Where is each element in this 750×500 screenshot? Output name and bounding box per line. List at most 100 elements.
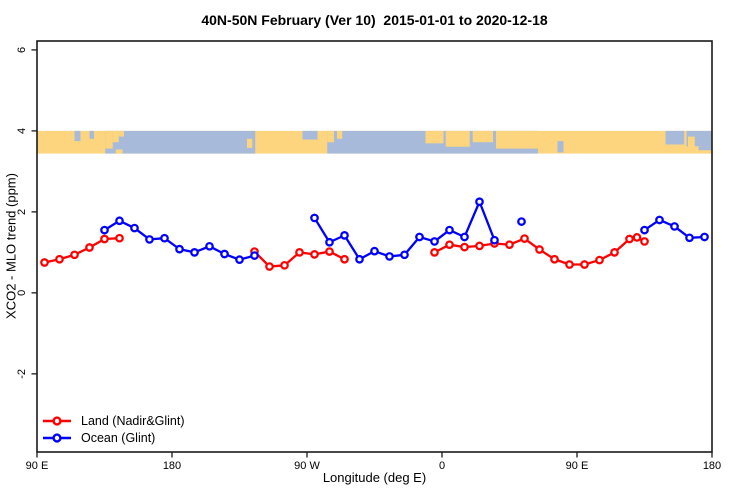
x-tick-label: 0 bbox=[439, 460, 445, 472]
land-series-point bbox=[115, 233, 124, 243]
y-tick-label: 4 bbox=[16, 128, 28, 134]
legend-label-land: Land (Nadir&Glint) bbox=[81, 413, 185, 428]
ocean-series-point bbox=[100, 225, 109, 235]
plot-border bbox=[36, 40, 713, 453]
ocean-isolated-point bbox=[517, 217, 526, 226]
ocean-series-point bbox=[190, 248, 199, 257]
map-band-segment-land bbox=[472, 130, 493, 143]
y-tick-label: 2 bbox=[16, 209, 28, 215]
ocean-series-point bbox=[325, 237, 334, 247]
map-band-segment-land bbox=[247, 138, 253, 148]
legend: Land (Nadir&Glint) Ocean (Glint) bbox=[42, 412, 185, 446]
legend-item-ocean: Ocean (Glint) bbox=[42, 429, 185, 446]
map-band-segment-ocean bbox=[557, 141, 564, 153]
map-band-segment-land bbox=[327, 130, 334, 143]
ocean-series-point bbox=[670, 222, 679, 231]
y-tick-label: -2 bbox=[16, 369, 28, 379]
land-series-point bbox=[632, 233, 642, 242]
y-axis-label: XCO2 - MLO trend (ppm) bbox=[3, 173, 19, 319]
ocean-series-point bbox=[460, 232, 469, 242]
ocean-series-point bbox=[160, 233, 169, 243]
land-series-point bbox=[445, 240, 454, 250]
y-tick-label: 0 bbox=[16, 290, 28, 296]
land-series-swatch-icon bbox=[43, 415, 71, 426]
map-band-segment-land bbox=[425, 130, 444, 144]
land-series-point bbox=[100, 234, 109, 244]
plot-title: 40N-50N February (Ver 10) 2015-01-01 to … bbox=[201, 12, 548, 28]
ocean-series-point bbox=[445, 225, 454, 235]
ocean-series-point bbox=[415, 232, 424, 242]
map-band-segment-ocean bbox=[105, 130, 256, 154]
map-band-segment-land bbox=[105, 130, 113, 149]
land-series-point bbox=[340, 254, 349, 264]
map-band-segment-ocean bbox=[665, 130, 685, 145]
land-series-point bbox=[535, 245, 544, 254]
land-series-point bbox=[280, 260, 289, 270]
map-band-segment-ocean bbox=[327, 130, 424, 154]
ocean-series-point bbox=[655, 215, 664, 225]
map-band-segment-ocean bbox=[302, 130, 318, 140]
ocean-series-point bbox=[205, 241, 214, 251]
map-band-segment-ocean bbox=[89, 130, 94, 139]
ocean-series-point bbox=[400, 250, 409, 260]
x-tick-label: 180 bbox=[163, 460, 181, 472]
ocean-series-point bbox=[220, 249, 229, 259]
x-tick-label: 180 bbox=[703, 460, 721, 472]
land-series-point bbox=[460, 242, 469, 252]
ocean-series-point bbox=[175, 244, 184, 254]
ocean-series-point bbox=[355, 254, 364, 264]
ocean-series-point bbox=[115, 216, 124, 226]
map-band-segment-land bbox=[496, 130, 538, 149]
land-series-point bbox=[265, 262, 274, 271]
ocean-series-point bbox=[385, 252, 394, 261]
legend-label-ocean: Ocean (Glint) bbox=[81, 430, 156, 445]
land-series-point bbox=[595, 255, 604, 265]
ocean-series-point bbox=[475, 197, 484, 207]
land-series-point bbox=[505, 240, 514, 250]
ocean-series-point bbox=[490, 235, 499, 245]
map-band-segment-land bbox=[445, 130, 470, 147]
ocean-series-point bbox=[250, 251, 259, 260]
ocean-series-point bbox=[130, 223, 139, 233]
land-series-point bbox=[475, 241, 484, 251]
map-band-segment-land bbox=[688, 136, 695, 150]
x-tick-label: 90 E bbox=[26, 460, 49, 472]
ocean-series-line bbox=[103, 219, 256, 261]
x-tick-label: 90 E bbox=[566, 460, 589, 472]
ocean-series-swatch-icon bbox=[43, 432, 71, 443]
land-series-point bbox=[55, 254, 64, 264]
map-band-segment-land bbox=[337, 130, 343, 139]
land-series-point bbox=[610, 248, 619, 257]
map-band-segment-land bbox=[115, 149, 123, 154]
ocean-series-point bbox=[640, 225, 649, 235]
map-band-segment-land bbox=[112, 130, 119, 143]
land-series-point bbox=[640, 237, 649, 246]
land-series-line bbox=[433, 236, 646, 266]
ocean-series-point bbox=[700, 232, 709, 242]
ocean-series-point bbox=[235, 255, 244, 265]
land-series-point bbox=[625, 234, 634, 244]
land-series-point bbox=[310, 250, 319, 259]
land-series-point bbox=[85, 243, 94, 252]
ocean-series-point bbox=[430, 237, 439, 246]
y-tick-label: 6 bbox=[16, 47, 28, 53]
x-axis-label: Longitude (deg E) bbox=[322, 470, 427, 485]
legend-item-land: Land (Nadir&Glint) bbox=[42, 412, 185, 429]
map-band-segment-ocean bbox=[74, 130, 81, 142]
land-series-point bbox=[430, 248, 439, 257]
ocean-series-point bbox=[370, 246, 379, 256]
map-band-segment-land bbox=[118, 130, 124, 137]
ocean-series-point bbox=[310, 213, 319, 223]
land-series-point bbox=[325, 247, 334, 256]
land-series-point bbox=[295, 248, 304, 257]
land-series-point bbox=[550, 254, 559, 264]
land-series-point bbox=[70, 250, 79, 260]
ocean-series-point bbox=[145, 235, 154, 244]
land-series-point bbox=[40, 258, 49, 267]
map-band-segment-ocean bbox=[698, 146, 712, 151]
ocean-series-point bbox=[340, 231, 349, 240]
land-series-point bbox=[580, 260, 589, 269]
land-series-point bbox=[565, 260, 574, 269]
